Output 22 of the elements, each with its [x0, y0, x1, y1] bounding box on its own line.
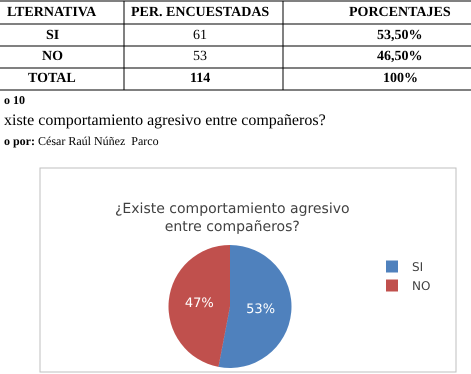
text: PORCENTAJES [349, 5, 451, 20]
text: xiste comportamiento agresivo entre compañeros? [4, 112, 326, 129]
chart-title: ¿Existe comportamiento agresivo entre compañeros? [115, 201, 350, 236]
text: 53 [193, 49, 207, 64]
legend-label: NO [412, 279, 430, 294]
pie-slice [218, 245, 292, 368]
text: 61 [193, 28, 207, 43]
text: 100% [383, 71, 418, 86]
legend-label: SI [412, 260, 424, 274]
text: 53,50% [377, 28, 422, 43]
text: LTERNATIVA [7, 5, 98, 20]
text: TOTAL [28, 71, 76, 86]
text: o 10 [4, 93, 25, 107]
text: SI [46, 28, 60, 43]
text: PER. ENCUESTADAS [131, 5, 270, 20]
data-label: 53% [246, 302, 276, 317]
text: o por: César Raúl Núñez Parco [4, 134, 159, 148]
pie-slice [168, 245, 230, 367]
text: 114 [190, 71, 210, 86]
text: NO [42, 49, 64, 64]
text: 46,50% [377, 49, 422, 64]
data-label: 47% [184, 296, 214, 312]
